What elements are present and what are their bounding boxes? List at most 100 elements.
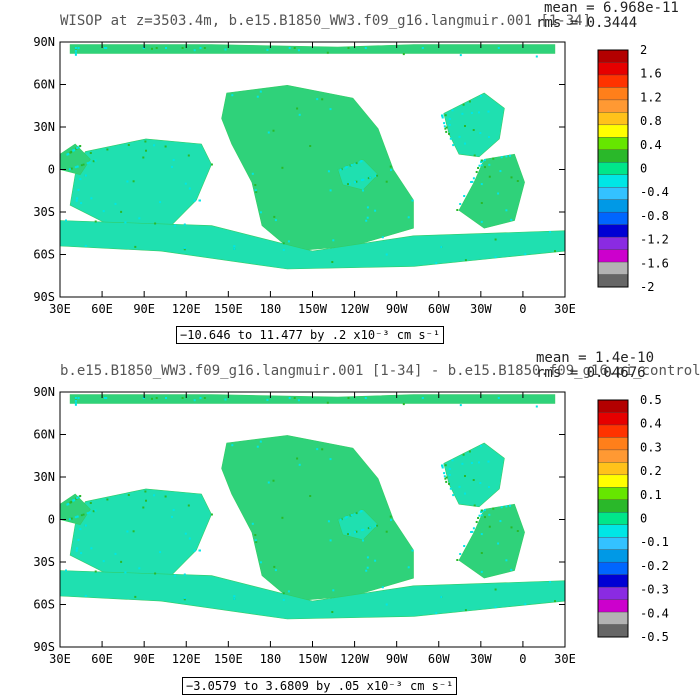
texture-speck [480, 552, 483, 554]
colorbar-swatch [597, 449, 629, 463]
texture-speck [183, 596, 186, 599]
texture-speck [339, 168, 342, 171]
texture-speck [411, 199, 414, 202]
texture-speck [65, 219, 67, 222]
xtick-label: 150E [214, 652, 243, 666]
texture-speck [441, 114, 444, 117]
texture-speck [281, 166, 284, 169]
texture-speck [187, 504, 190, 507]
colorbar-swatch [597, 187, 629, 201]
texture-speck [480, 509, 483, 512]
texture-speck [75, 549, 78, 552]
texture-speck [354, 531, 356, 534]
ytick-label: 90S [33, 290, 55, 304]
xtick-label: 150W [298, 652, 328, 666]
texture-speck [441, 465, 444, 468]
texture-speck [102, 210, 105, 213]
texture-speck [89, 502, 92, 504]
ocean-field [69, 44, 556, 54]
xtick-label: 0 [519, 652, 526, 666]
texture-speck [458, 485, 461, 488]
texture-speck [445, 480, 448, 483]
texture-speck [92, 160, 95, 163]
texture-speck [331, 261, 334, 263]
texture-speck [94, 570, 97, 573]
texture-speck [360, 179, 363, 182]
texture-speck [73, 499, 76, 501]
texture-speck [105, 397, 108, 399]
xtick-label: 30E [49, 302, 71, 316]
texture-speck [159, 551, 162, 554]
texture-speck [256, 95, 259, 98]
texture-speck [287, 240, 290, 243]
texture-speck [172, 158, 175, 161]
texture-speck [282, 598, 285, 601]
ocean-field [458, 153, 525, 229]
texture-speck [255, 190, 258, 193]
texture-speck [451, 109, 454, 112]
texture-speck [505, 505, 508, 508]
texture-speck [441, 115, 444, 118]
texture-speck [369, 526, 372, 529]
texture-speck [82, 163, 85, 166]
texture-speck [159, 201, 162, 204]
texture-speck [90, 197, 93, 200]
texture-speck [477, 167, 480, 169]
texture-speck [435, 262, 438, 265]
texture-speck [70, 517, 73, 520]
texture-speck [251, 172, 254, 175]
texture-speck [70, 151, 73, 153]
colorbar-swatch [597, 487, 629, 501]
texture-speck [172, 508, 175, 511]
texture-speck [198, 549, 201, 552]
colorbar-label: 2 [640, 43, 647, 57]
texture-speck [327, 170, 330, 173]
texture-speck [66, 503, 69, 506]
xtick-label: 120E [172, 652, 201, 666]
colorbar-swatch [597, 149, 629, 163]
texture-speck [75, 147, 78, 150]
texture-speck [254, 189, 257, 192]
texture-speck [88, 161, 91, 164]
colorbar-swatch [597, 87, 629, 101]
texture-speck [171, 165, 173, 168]
texture-speck [494, 588, 497, 591]
texture-speck [76, 515, 79, 518]
ocean-field [221, 435, 414, 602]
texture-speck [288, 397, 291, 399]
ocean-field [337, 508, 379, 541]
texture-speck [477, 517, 480, 519]
texture-speck [505, 559, 508, 562]
texture-speck [84, 524, 87, 527]
texture-speck [188, 537, 191, 540]
texture-speck [66, 153, 69, 156]
texture-speck [233, 595, 236, 598]
texture-speck [359, 160, 362, 163]
texture-speck [480, 202, 483, 204]
colorbar-label: 0.4 [640, 417, 662, 431]
texture-speck [369, 176, 372, 179]
texture-speck [440, 596, 443, 598]
colorbar-swatch [597, 49, 629, 63]
texture-speck [549, 581, 552, 583]
texture-speck [89, 152, 92, 154]
texture-speck [256, 445, 259, 448]
texture-speck [74, 47, 77, 50]
texture-speck [354, 512, 357, 515]
texture-speck [288, 47, 291, 49]
texture-speck [459, 404, 462, 407]
texture-speck [549, 231, 552, 233]
texture-speck [329, 539, 332, 542]
ocean-field [69, 394, 556, 404]
texture-speck [354, 181, 356, 184]
xtick-label: 90E [133, 302, 155, 316]
texture-speck [411, 199, 414, 202]
texture-speck [524, 253, 527, 256]
colorbar-swatch [597, 211, 629, 226]
texture-speck [183, 598, 186, 601]
texture-speck [451, 459, 454, 462]
texture-speck [233, 245, 236, 248]
panel1-title: WISOP at z=3503.4m, b.e15.B1850_WW3.f09_… [60, 13, 592, 29]
texture-speck [510, 568, 513, 571]
texture-speck [443, 472, 446, 475]
